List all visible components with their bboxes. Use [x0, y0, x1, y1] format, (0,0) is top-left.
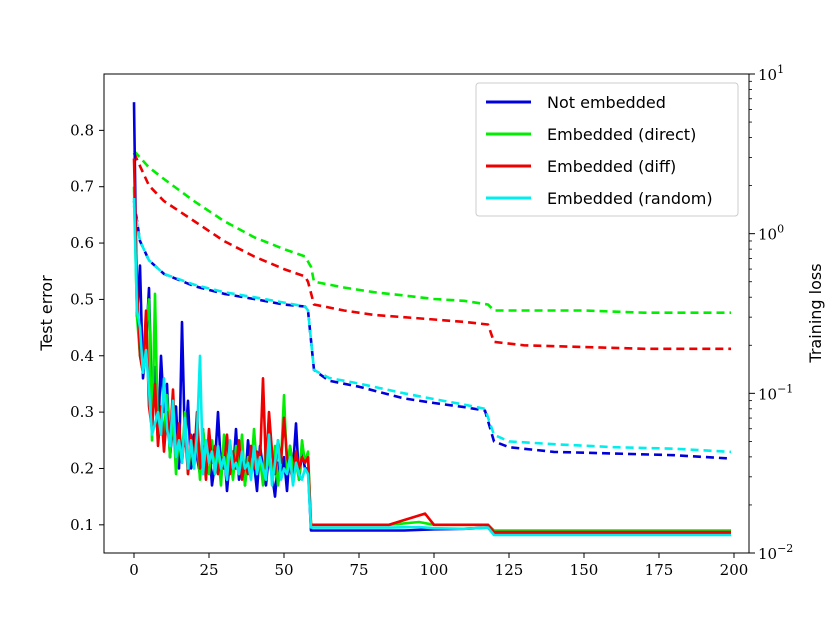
x-tick-label: 175 [645, 561, 674, 579]
y-left-tick-label: 0.7 [70, 178, 94, 196]
training-loss-line-embedded-direct [133, 150, 731, 315]
y-left-tick-label: 0.5 [70, 290, 94, 308]
y-right-tick-label: 101 [758, 63, 784, 84]
legend-label-embedded-random: Embedded (random) [547, 189, 713, 208]
training-loss-line-embedded-diff [132, 152, 731, 351]
y-axis-left-title: Test error [37, 275, 56, 352]
x-tick-label: 0 [129, 561, 139, 579]
legend-label-not-embedded: Not embedded [547, 93, 666, 112]
legend-label-embedded-direct: Embedded (direct) [547, 125, 696, 144]
y-left-tick-label: 0.4 [70, 347, 94, 365]
axes-layer: 0 25 50 75 100 125 150 175 200 0.1 0.2 0.3 0.4 0.5 0.6… [70, 63, 793, 579]
legend: Not embedded Embedded (direct) Embedded (d… [475, 82, 739, 217]
test-error-line-embedded-random [132, 197, 731, 537]
legend-label-embedded-diff: Embedded (diff) [547, 157, 676, 176]
y-right-tick-label: 10−2 [758, 542, 793, 563]
x-tick-label: 125 [495, 561, 524, 579]
y-left-tick-label: 0.2 [70, 459, 94, 477]
y-left-tick-label: 0.6 [70, 234, 94, 252]
series-layer [132, 102, 732, 537]
x-tick-label: 150 [570, 561, 599, 579]
legend-box [475, 82, 739, 217]
x-tick-label: 50 [274, 561, 293, 579]
y-right-tick-label: 100 [758, 223, 784, 244]
plot-frame [103, 73, 750, 554]
y-right-tick-label: 10−1 [758, 382, 793, 403]
training-loss-line-embedded-random [132, 205, 732, 454]
x-tick-label: 75 [349, 561, 368, 579]
y-left-tick-label: 0.8 [70, 121, 94, 139]
y-left-tick-label: 0.1 [70, 516, 94, 534]
y-left-tick-label: 0.3 [70, 403, 94, 421]
x-tick-label: 25 [199, 561, 218, 579]
x-tick-label: 100 [420, 561, 449, 579]
x-tick-label: 200 [720, 561, 749, 579]
y-axis-right-title: Training loss [806, 263, 825, 363]
